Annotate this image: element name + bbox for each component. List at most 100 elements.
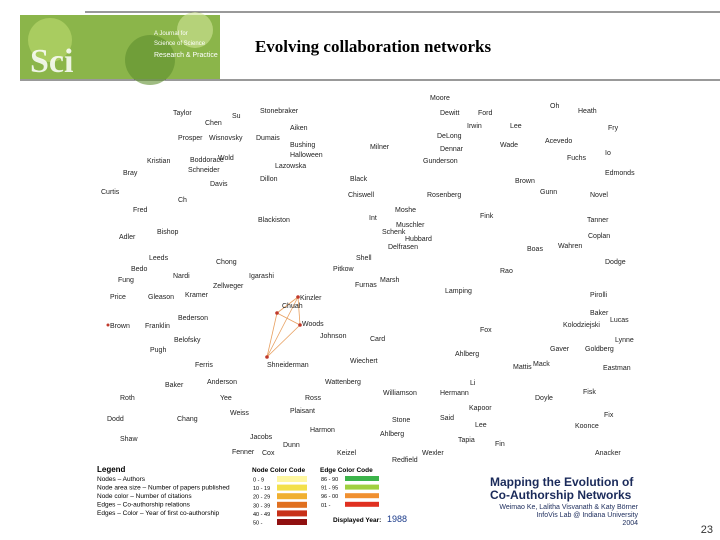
highlight-nodes (106, 295, 302, 359)
node-label: Bedo (131, 266, 147, 273)
node-label: Shaw (120, 436, 138, 443)
node-label: Blackiston (258, 217, 290, 224)
node-label: Card (370, 336, 385, 343)
node-label: Pugh (150, 347, 166, 354)
node-label: Lee (475, 422, 487, 429)
node-label: Rao (500, 268, 513, 275)
credit-line: InfoVis Lab @ Indiana University (536, 512, 638, 519)
node-label: Wexler (422, 450, 444, 457)
node-label: Koonce (575, 423, 599, 430)
edge (297, 296, 301, 326)
edge (266, 296, 299, 358)
node-label: Fry (608, 125, 619, 132)
swatch (277, 476, 307, 482)
code-label: 40 - 49 (253, 512, 270, 518)
node-label: Keizel (337, 450, 357, 457)
node-label: Said (440, 415, 454, 422)
node-label: Prosper (178, 135, 203, 142)
node-label: Ahlberg (380, 431, 404, 438)
code-label: 20 - 29 (253, 495, 270, 501)
node-label: Hermann (440, 390, 469, 397)
node-label: Weiss (230, 410, 249, 417)
node-dot (296, 295, 300, 299)
legend: Legend Nodes – Authors Node area size – N… (97, 465, 407, 527)
node-label: Wisnovsky (209, 135, 243, 142)
node-label: Chen (205, 120, 222, 127)
credit-line: 2004 (622, 520, 638, 527)
node-label: Zellweger (213, 283, 244, 290)
node-label: Johnson (320, 333, 347, 340)
node-label: Lynne (615, 337, 634, 344)
node-label: Furnas (355, 282, 377, 289)
node-label: Edmonds (605, 170, 635, 177)
credits: Mapping the Evolution of Co-Authorship N… (490, 475, 639, 527)
node-labels: Taylor Su Stonebraker Chen Dewitt Ford Oh Heath… (101, 95, 635, 464)
node-label: Mattis (513, 364, 532, 371)
node-label: Pitkow (333, 266, 355, 273)
node-dot (275, 311, 279, 315)
node-label: Dunn (283, 442, 300, 449)
node-label: Yee (220, 395, 232, 402)
edge-color-code: 86 - 90 91 - 95 96 - 00 01 - (321, 476, 379, 509)
year-label: Displayed Year: (333, 517, 381, 524)
node-label: Bederson (178, 315, 208, 322)
node-label: Jacobs (250, 434, 273, 441)
node-label: Coplan (588, 233, 610, 240)
node-label: Wade (500, 142, 518, 149)
node-label: Wahren (558, 243, 582, 250)
code-label: 10 - 19 (253, 486, 270, 492)
node-label: Doyle (535, 395, 553, 402)
swatch (345, 493, 379, 499)
year-value: 1988 (387, 514, 407, 524)
node-label: Kolodziejski (563, 322, 600, 329)
node-label: Lucas (610, 317, 629, 324)
legend-line: Node area size – Number of papers publis… (97, 485, 230, 492)
node-label: Ahlberg (455, 351, 479, 358)
swatch (277, 484, 307, 491)
node-label: Baker (590, 310, 609, 317)
node-label: Black (350, 176, 368, 183)
code-label: 50 - (253, 521, 263, 527)
node-label: Mack (533, 361, 550, 368)
node-label: Acevedo (545, 138, 572, 145)
node-label: Price (110, 294, 126, 301)
node-label: Harmon (310, 427, 335, 434)
node-label: Aiken (290, 125, 308, 132)
node-label: Igarashi (249, 273, 274, 280)
node-label: Moore (430, 95, 450, 102)
node-label: Woods (302, 321, 324, 328)
node-label: Delfrasen (388, 244, 418, 251)
node-dot (298, 323, 302, 327)
node-label: Redfield (392, 457, 418, 464)
node-label: Ch (178, 197, 187, 204)
node-label: Gunderson (423, 158, 458, 165)
node-label: Schneider (188, 167, 220, 174)
node-label: Int (369, 215, 377, 222)
node-label: Lazowska (275, 163, 306, 170)
slide-title: Evolving collaboration networks (255, 37, 492, 56)
node-label: Dumais (256, 135, 280, 142)
credit-title: Mapping the Evolution of (490, 475, 634, 489)
node-label: Fin (495, 441, 505, 448)
node-label: Muschler (396, 222, 425, 229)
legend-line: Edges – Co-authorship relations (97, 502, 191, 509)
node-label: Nardi (173, 273, 190, 280)
logo-blob (28, 18, 72, 62)
node-label: Wold (218, 155, 234, 162)
node-label: Kapoor (469, 405, 492, 412)
node-color-code: 0 - 9 10 - 19 20 - 29 30 - 39 40 - 49 50 - (253, 476, 307, 527)
credit-line: Weimao Ke, Lalitha Visvanath & Katy Börn… (499, 504, 638, 511)
node-label: Kinzler (300, 295, 322, 302)
node-label: Schenk (382, 229, 406, 236)
node-label: Chong (216, 259, 237, 266)
node-label: Wiechert (350, 358, 378, 365)
node-label: Dennar (440, 146, 464, 153)
node-label: Williamson (383, 390, 417, 397)
node-label: Fisk (583, 389, 596, 396)
edge (276, 296, 299, 314)
node-label: Tapia (458, 437, 475, 444)
code-label: 01 - (321, 503, 331, 509)
logo-line: A Journal for (154, 31, 188, 37)
swatch (277, 493, 307, 500)
